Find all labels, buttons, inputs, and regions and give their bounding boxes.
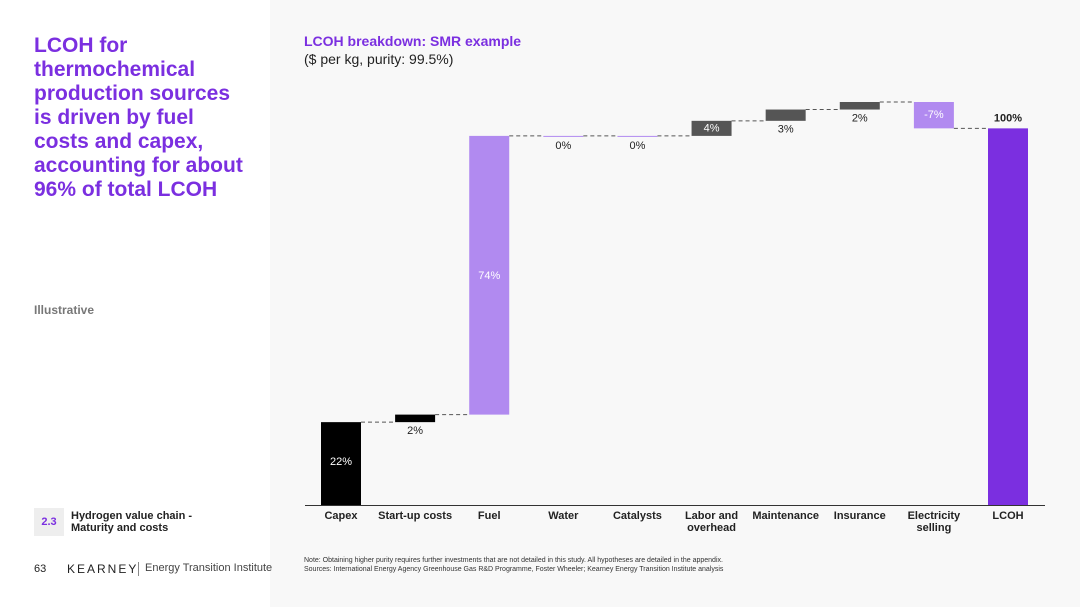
bar	[617, 135, 658, 137]
x-tick-label: Water	[548, 510, 579, 522]
tag: Illustrative	[34, 303, 95, 317]
value-label: 74%	[478, 270, 500, 282]
bar	[469, 135, 510, 415]
chart-title: LCOH breakdown: SMR example	[304, 33, 522, 49]
value-label: 0%	[629, 140, 645, 152]
x-tick-label: Capex	[324, 510, 358, 522]
brand: KEARNEY	[67, 562, 139, 576]
note: Note: Obtaining higher purity requires f…	[304, 557, 723, 564]
x-tick-label: LCOH	[992, 510, 1024, 522]
value-label: 2%	[407, 425, 423, 437]
bar	[913, 102, 954, 129]
x-tick-label: Insurance	[833, 510, 886, 522]
bar	[839, 102, 880, 110]
value-label: 100%	[994, 112, 1022, 124]
bar	[988, 128, 1028, 505]
section-number: 2.3	[34, 508, 64, 536]
x-tick-label: Labor and overhead	[684, 510, 739, 534]
value-label: 3%	[778, 124, 794, 136]
value-label: 4%	[704, 122, 720, 134]
x-tick-label: Start-up costs	[378, 510, 453, 522]
value-label: 0%	[555, 140, 571, 152]
page-number: 63	[34, 563, 47, 575]
headline: LCOH for thermochemical production sourc…	[34, 34, 243, 201]
x-tick-label: Maintenance	[752, 510, 819, 522]
x-tick-label: Electricity selling	[907, 510, 961, 534]
chart-subtitle: ($ per kg, purity: 99.5%)	[304, 51, 454, 67]
x-tick-label: Catalysts	[612, 510, 662, 522]
bar	[543, 135, 584, 137]
x-tick-label: Fuel	[477, 510, 501, 522]
institute: Energy Transition Institute	[138, 562, 272, 576]
value-label: -7%	[924, 109, 944, 121]
section-title: Hydrogen value chain - Maturity and cost…	[71, 510, 193, 534]
bar	[395, 414, 436, 423]
value-label: 2%	[852, 112, 868, 124]
bar	[765, 109, 806, 121]
sources: Sources: International Energy Agency Gre…	[304, 566, 724, 573]
bar	[321, 422, 361, 505]
value-label: 22%	[330, 456, 352, 468]
bar	[691, 120, 732, 136]
